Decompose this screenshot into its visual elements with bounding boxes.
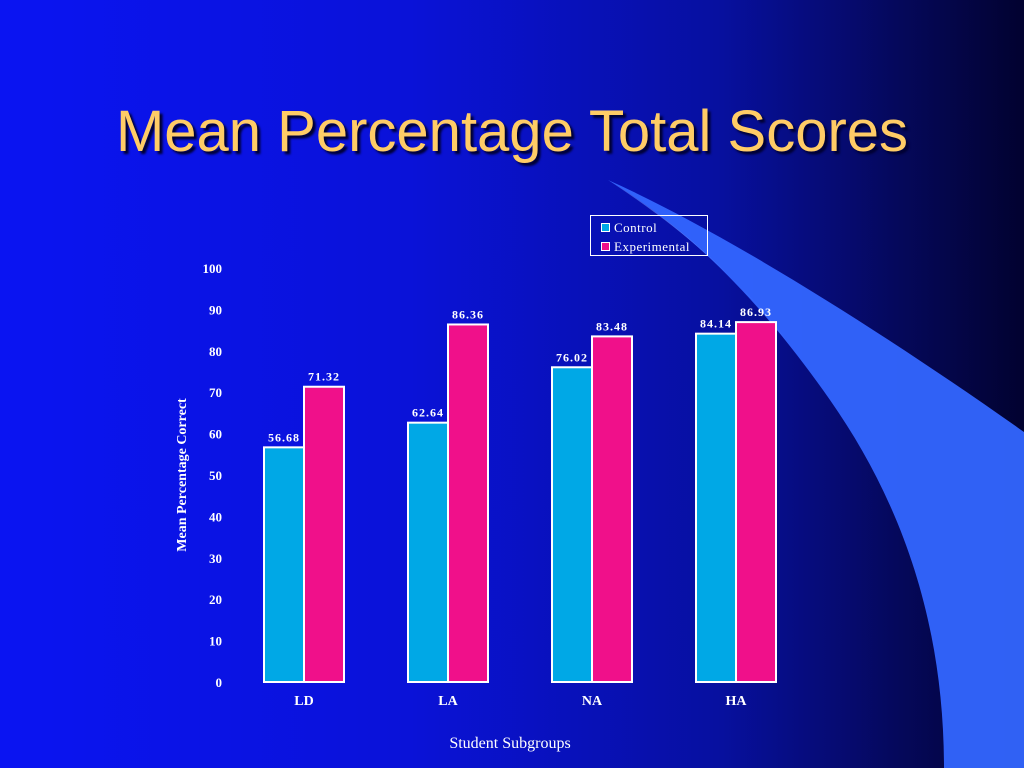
y-tick-label: 60 [209, 427, 222, 442]
legend-label-control: Control [614, 219, 658, 235]
data-label: 62.64 [412, 406, 444, 420]
legend-swatch-control [601, 223, 610, 232]
bar-control-na [551, 366, 593, 683]
y-tick-label: 100 [203, 261, 223, 276]
y-tick-label: 20 [209, 592, 222, 607]
x-tick-label: LA [438, 694, 458, 709]
data-label: 86.36 [452, 307, 484, 321]
bar-experimental-la [447, 323, 489, 683]
legend-label-experimental: Experimental [614, 238, 691, 254]
y-tick-label: 90 [209, 302, 222, 317]
bar-experimental-na [591, 335, 633, 683]
x-tick-label: NA [582, 694, 603, 709]
y-tick-label: 80 [209, 344, 222, 359]
data-label: 56.68 [268, 430, 300, 444]
legend-item-experimental: Experimental [601, 237, 707, 256]
chart-legend: Control Experimental [590, 215, 708, 256]
y-tick-label: 40 [209, 509, 222, 524]
data-label: 84.14 [700, 317, 732, 331]
x-tick-label: LD [294, 694, 313, 709]
data-label: 86.93 [740, 305, 772, 319]
y-tick-label: 50 [209, 468, 222, 483]
legend-item-control: Control [601, 218, 707, 237]
legend-swatch-experimental [601, 242, 610, 251]
y-tick-label: 30 [209, 551, 222, 566]
slide-title: Mean Percentage Total Scores [115, 99, 909, 164]
data-label: 71.32 [308, 370, 340, 384]
x-tick-label: HA [726, 694, 748, 709]
bar-experimental-ha [735, 321, 777, 683]
y-tick-label: 10 [209, 634, 222, 649]
y-tick-label: 70 [209, 385, 222, 400]
bar-experimental-ld [303, 385, 345, 683]
bar-control-ld [263, 446, 305, 683]
x-axis-title: Student Subgroups [449, 735, 571, 752]
bar-control-la [407, 421, 449, 683]
y-axis-title: Mean Percentage Correct [175, 398, 190, 552]
data-label: 83.48 [596, 319, 628, 333]
data-label: 76.02 [556, 350, 588, 364]
y-tick-label: 0 [216, 675, 223, 690]
bar-control-ha [695, 332, 737, 683]
